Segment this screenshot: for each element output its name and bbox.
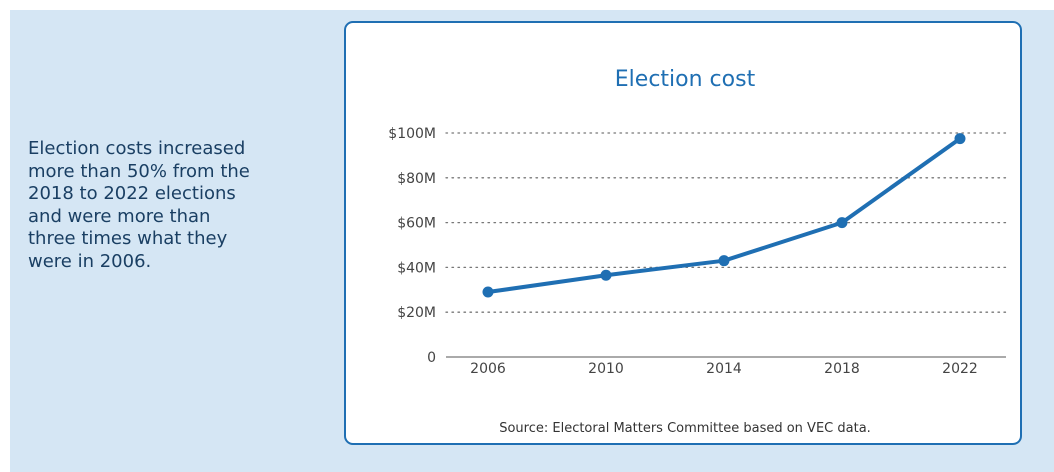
summary-text: Election costs increased more than 50% f… [28, 138, 328, 273]
summary-line: Election costs increased [28, 138, 246, 159]
y-tick-label: $80M [397, 171, 436, 187]
x-axis: 2006 2010 2014 2018 2022 [470, 361, 978, 377]
summary-line: 2018 to 2022 elections [28, 183, 236, 204]
summary-line: were in 2006. [28, 250, 152, 272]
data-point-2018 [836, 217, 848, 229]
series-layer [482, 133, 966, 298]
x-tick-label: 2018 [824, 361, 860, 377]
y-tick-label: $100M [388, 126, 436, 142]
y-tick-label: $40M [397, 260, 436, 276]
y-tick-label: 0 [427, 350, 436, 366]
y-axis: 0 $20M $40M $60M $80M $100M [388, 126, 436, 366]
chart-source: Source: Electoral Matters Committee base… [499, 421, 871, 436]
series-line [486, 136, 962, 295]
summary-line: and were more than [28, 205, 211, 227]
data-point-2010 [600, 269, 612, 281]
y-tick-label: $20M [397, 305, 436, 321]
x-tick-label: 2010 [588, 361, 624, 377]
summary-line: three times what they [28, 228, 228, 249]
gridlines [445, 132, 1007, 358]
chart-card: Election cost 0 $20M $40M $60M $80M $100M 200… [344, 21, 1022, 445]
x-tick-label: 2022 [942, 361, 978, 377]
data-point-2006 [482, 286, 494, 298]
x-tick-label: 2014 [706, 361, 742, 377]
y-tick-label: $60M [397, 216, 436, 232]
data-point-2014 [718, 255, 730, 267]
election-cost-chart: Election cost 0 $20M $40M $60M $80M $100M 200… [388, 67, 1007, 436]
chart-title: Election cost [615, 67, 756, 92]
data-point-2022 [954, 133, 966, 145]
x-tick-label: 2006 [470, 361, 506, 377]
summary-line: more than 50% from the [28, 160, 250, 182]
